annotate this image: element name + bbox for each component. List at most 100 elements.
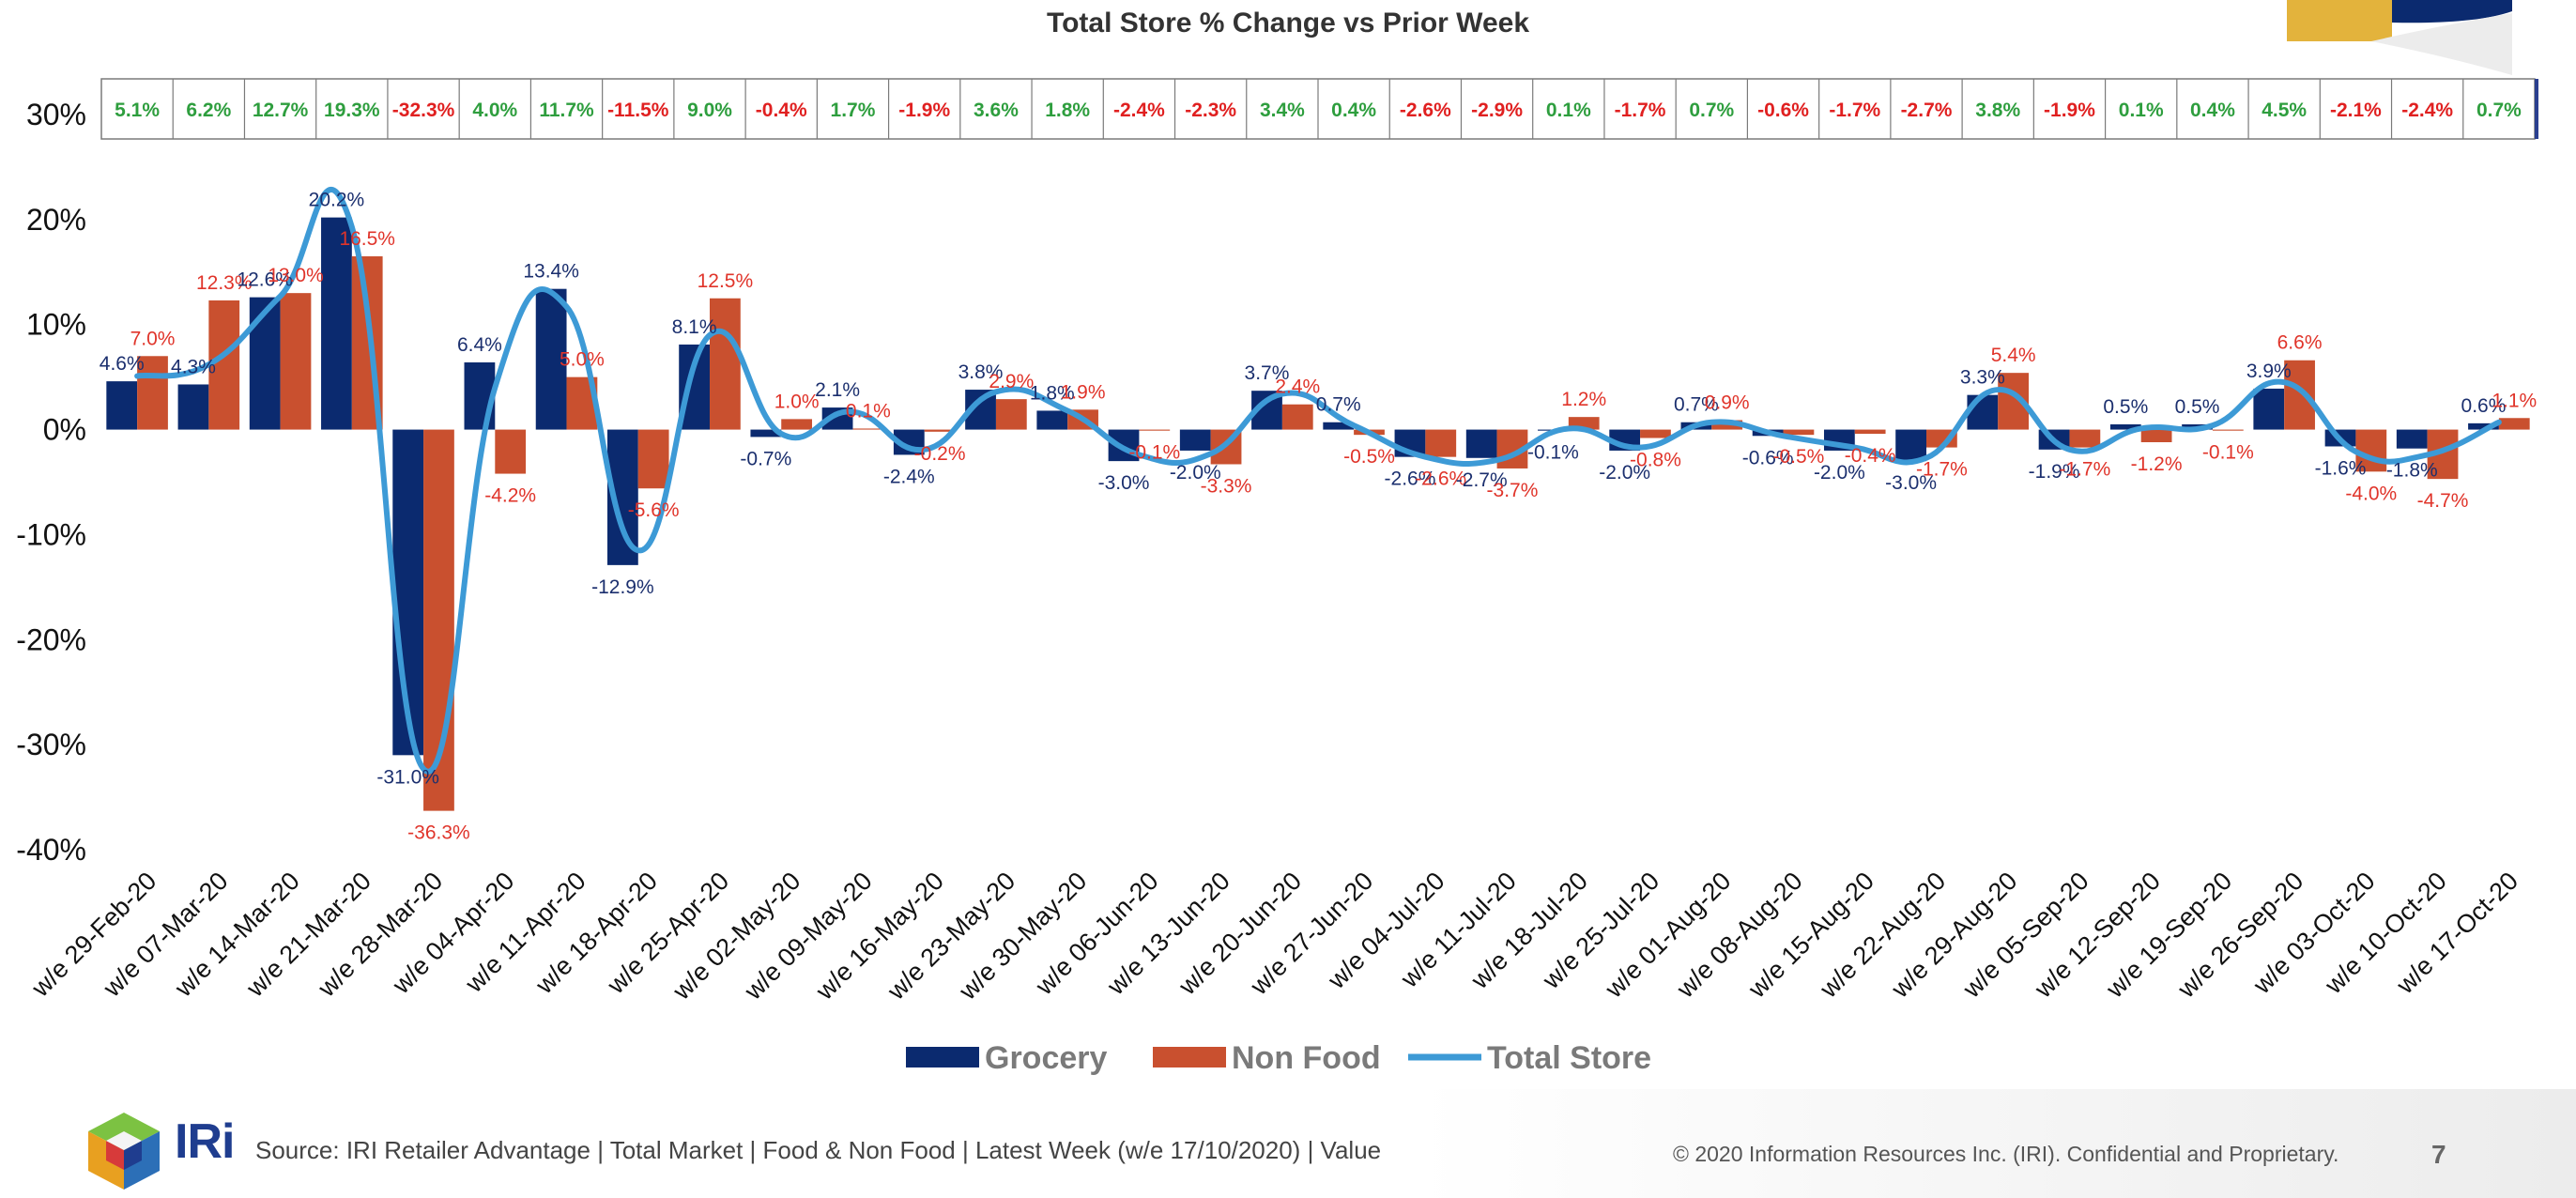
non-food-bar bbox=[710, 298, 741, 430]
grocery-data-label: -3.0% bbox=[1098, 472, 1150, 494]
table-cell-value: -2.6% bbox=[1400, 100, 1451, 121]
grocery-data-label: 3.7% bbox=[1245, 362, 1290, 384]
grocery-data-label: -0.7% bbox=[740, 448, 791, 469]
non-food-data-label: 0.1% bbox=[846, 400, 891, 422]
table-cell-value: 11.7% bbox=[539, 100, 594, 121]
x-tick-label: w/e 22-Aug-20 bbox=[1814, 867, 1951, 1004]
x-tick-label: w/e 15-Aug-20 bbox=[1742, 867, 1879, 1004]
table-cell-value: -0.6% bbox=[1757, 100, 1809, 121]
grocery-bar bbox=[1323, 422, 1355, 430]
copyright-note: © 2020 Information Resources Inc. (IRI).… bbox=[1673, 1142, 2339, 1166]
non-food-data-label: -0.4% bbox=[1845, 445, 1896, 467]
non-food-data-label: 16.5% bbox=[339, 228, 395, 250]
x-tick-label: w/e 21-Mar-20 bbox=[240, 867, 376, 1003]
grocery-data-label: -0.1% bbox=[1527, 442, 1579, 464]
grocery-data-label: -31.0% bbox=[376, 766, 439, 788]
x-tick-label: w/e 27-Jun-20 bbox=[1244, 867, 1378, 1001]
grocery-bar bbox=[750, 429, 782, 438]
table-cell-value: -2.4% bbox=[2401, 100, 2453, 121]
grocery-bar bbox=[1465, 429, 1497, 458]
x-tick-label: w/e 26-Sep-20 bbox=[2171, 867, 2308, 1004]
non-food-data-label: 12.5% bbox=[698, 270, 754, 292]
grocery-data-label: -1.6% bbox=[2315, 457, 2367, 479]
grocery-bar bbox=[2396, 429, 2428, 449]
grocery-bar bbox=[177, 384, 209, 430]
grocery-data-label: 0.7% bbox=[1316, 394, 1361, 416]
table-cell-value: 0.1% bbox=[1546, 100, 1591, 121]
non-food-bar bbox=[495, 429, 527, 474]
table-cell-value: -1.9% bbox=[2044, 100, 2095, 121]
non-food-bar bbox=[781, 419, 813, 430]
non-food-data-label: -0.1% bbox=[2202, 442, 2254, 464]
x-tick-label: w/e 29-Aug-20 bbox=[1885, 867, 2022, 1004]
legend-label: Total Store bbox=[1487, 1040, 1651, 1076]
non-food-bar bbox=[2069, 429, 2101, 448]
non-food-bar bbox=[1854, 429, 1886, 435]
legend-swatch bbox=[1153, 1047, 1226, 1067]
x-tick-label: w/e 29-Feb-20 bbox=[25, 867, 161, 1003]
y-tick-label: 20% bbox=[26, 203, 86, 237]
x-tick-label: w/e 05-Sep-20 bbox=[1957, 867, 2094, 1004]
non-food-data-label: -4.2% bbox=[484, 485, 536, 507]
table-cell-value: -2.9% bbox=[1471, 100, 1523, 121]
non-food-data-label: -0.5% bbox=[1343, 446, 1395, 468]
grocery-bar bbox=[249, 297, 281, 430]
non-food-bar bbox=[208, 300, 240, 430]
non-food-bar bbox=[2498, 418, 2530, 430]
non-food-data-label: -1.2% bbox=[2131, 453, 2183, 475]
non-food-bar bbox=[2140, 429, 2172, 442]
non-food-bar bbox=[1425, 429, 1457, 457]
table-cell-value: 4.5% bbox=[2262, 100, 2307, 121]
grocery-bar bbox=[2109, 423, 2141, 430]
source-note: Source: IRI Retailer Advantage | Total M… bbox=[255, 1136, 1382, 1164]
legend-swatch bbox=[906, 1047, 979, 1067]
table-cell-value: 5.1% bbox=[115, 100, 160, 121]
grocery-data-label: -1.9% bbox=[2029, 461, 2080, 483]
x-tick-label: w/e 07-Mar-20 bbox=[98, 867, 234, 1003]
non-food-data-label: -3.7% bbox=[1487, 480, 1539, 501]
non-food-data-label: 12.3% bbox=[196, 272, 253, 294]
non-food-bar bbox=[995, 399, 1027, 430]
non-food-bar bbox=[137, 356, 168, 430]
y-tick-label: 30% bbox=[26, 98, 86, 131]
grocery-data-label: 0.5% bbox=[2175, 396, 2220, 418]
x-tick-label: w/e 02-May-20 bbox=[667, 867, 805, 1006]
non-food-data-label: 0.9% bbox=[1705, 392, 1750, 414]
non-food-data-label: -4.7% bbox=[2417, 490, 2469, 512]
x-tick-label: w/e 30-May-20 bbox=[953, 867, 1092, 1006]
x-tick-label: w/e 13-Jun-20 bbox=[1101, 867, 1235, 1001]
grocery-data-label: -2.0% bbox=[1170, 462, 1221, 484]
x-tick-label: w/e 18-Apr-20 bbox=[529, 867, 663, 1000]
grocery-data-label: -2.0% bbox=[1814, 462, 1865, 484]
y-tick-label: -30% bbox=[16, 728, 86, 761]
non-food-data-label: -2.6% bbox=[1415, 468, 1466, 490]
grocery-data-label: 13.4% bbox=[523, 261, 579, 283]
grocery-data-label: -2.0% bbox=[1599, 462, 1650, 484]
table-cell-value: -1.9% bbox=[898, 100, 950, 121]
grocery-data-label: 6.4% bbox=[457, 334, 502, 356]
grocery-data-label: 2.1% bbox=[815, 379, 860, 401]
non-food-data-label: -3.3% bbox=[1201, 475, 1252, 497]
grocery-data-label: 20.2% bbox=[309, 190, 365, 211]
x-tick-label: w/e 17-Oct-20 bbox=[2390, 867, 2523, 1000]
grocery-bar bbox=[321, 217, 352, 430]
y-tick-label: 10% bbox=[26, 308, 86, 342]
chart-title: Total Store % Change vs Prior Week bbox=[1046, 8, 1530, 38]
non-food-data-label: -36.3% bbox=[407, 822, 470, 844]
x-tick-label: w/e 09-May-20 bbox=[739, 867, 878, 1006]
grocery-bar bbox=[1967, 394, 1999, 430]
non-food-bar bbox=[852, 428, 884, 430]
chart-canvas: 30% 20% 10% 0% -10% -20% -30% -40% 5.1% 6.2% 12.7… bbox=[16, 78, 2538, 1076]
grocery-bar bbox=[106, 381, 138, 430]
grocery-data-label: -2.6% bbox=[1385, 468, 1436, 490]
non-food-data-label: -0.1% bbox=[1128, 442, 1180, 464]
non-food-bar bbox=[1281, 404, 1313, 430]
non-food-data-label: 13.0% bbox=[268, 265, 324, 286]
table-cell-value: -1.7% bbox=[1829, 100, 1880, 121]
x-tick-label: w/e 01-Aug-20 bbox=[1599, 867, 1736, 1004]
non-food-data-label: -4.0% bbox=[2345, 483, 2397, 504]
table-cell-value: 3.8% bbox=[1975, 100, 2020, 121]
x-tick-label: w/e 08-Aug-20 bbox=[1671, 867, 1808, 1004]
x-tick-label: w/e 19-Sep-20 bbox=[2100, 867, 2237, 1004]
grocery-data-label: -2.7% bbox=[1456, 469, 1508, 491]
